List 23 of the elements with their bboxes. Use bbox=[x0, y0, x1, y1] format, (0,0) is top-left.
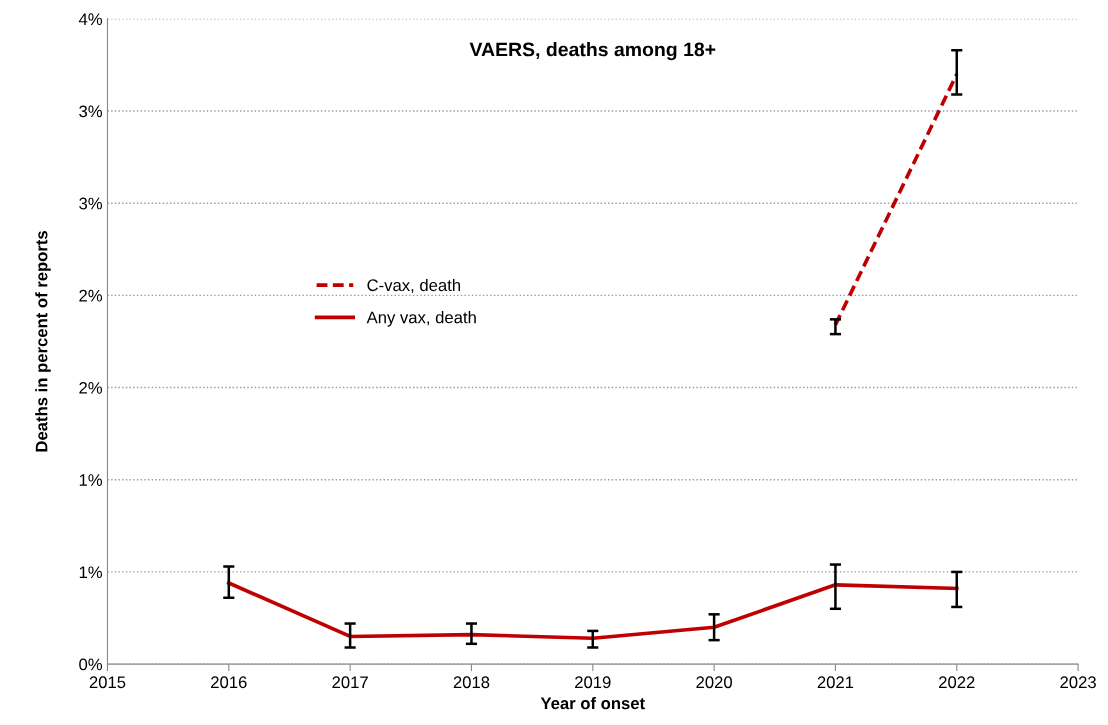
x-axis-title: Year of onset bbox=[540, 697, 645, 710]
y-tick-label: 0% bbox=[79, 658, 103, 671]
x-tick-label: 2017 bbox=[332, 676, 368, 689]
x-tick-label: 2020 bbox=[696, 676, 732, 689]
y-tick-label: 1% bbox=[79, 474, 103, 486]
line-series bbox=[226, 581, 959, 641]
y-tick-label: 4% bbox=[78, 13, 103, 25]
x-tick-label: 2022 bbox=[939, 676, 975, 689]
y-tick-label: 1% bbox=[79, 566, 103, 579]
x-tick-label: 2016 bbox=[211, 676, 247, 689]
y-tick-label: 2% bbox=[79, 289, 103, 302]
x-tick-label: 2015 bbox=[89, 676, 126, 689]
y-tick-label: 2% bbox=[79, 381, 103, 394]
legend-label: Any vax, death bbox=[366, 311, 476, 327]
x-tick-label: 2018 bbox=[453, 676, 490, 689]
text: VAERS, deaths among 18+ bbox=[469, 42, 716, 61]
x-tick-label: 2021 bbox=[817, 676, 854, 689]
x-tick-label: 2019 bbox=[575, 676, 611, 689]
y-tick-label: 3% bbox=[79, 197, 103, 210]
y-axis-title: Deaths in percent of reports bbox=[35, 231, 51, 452]
x-tick-label: 2023 bbox=[1060, 676, 1096, 689]
legend-label: C-vax, death bbox=[367, 278, 461, 294]
y-tick-label: 3% bbox=[79, 105, 103, 118]
